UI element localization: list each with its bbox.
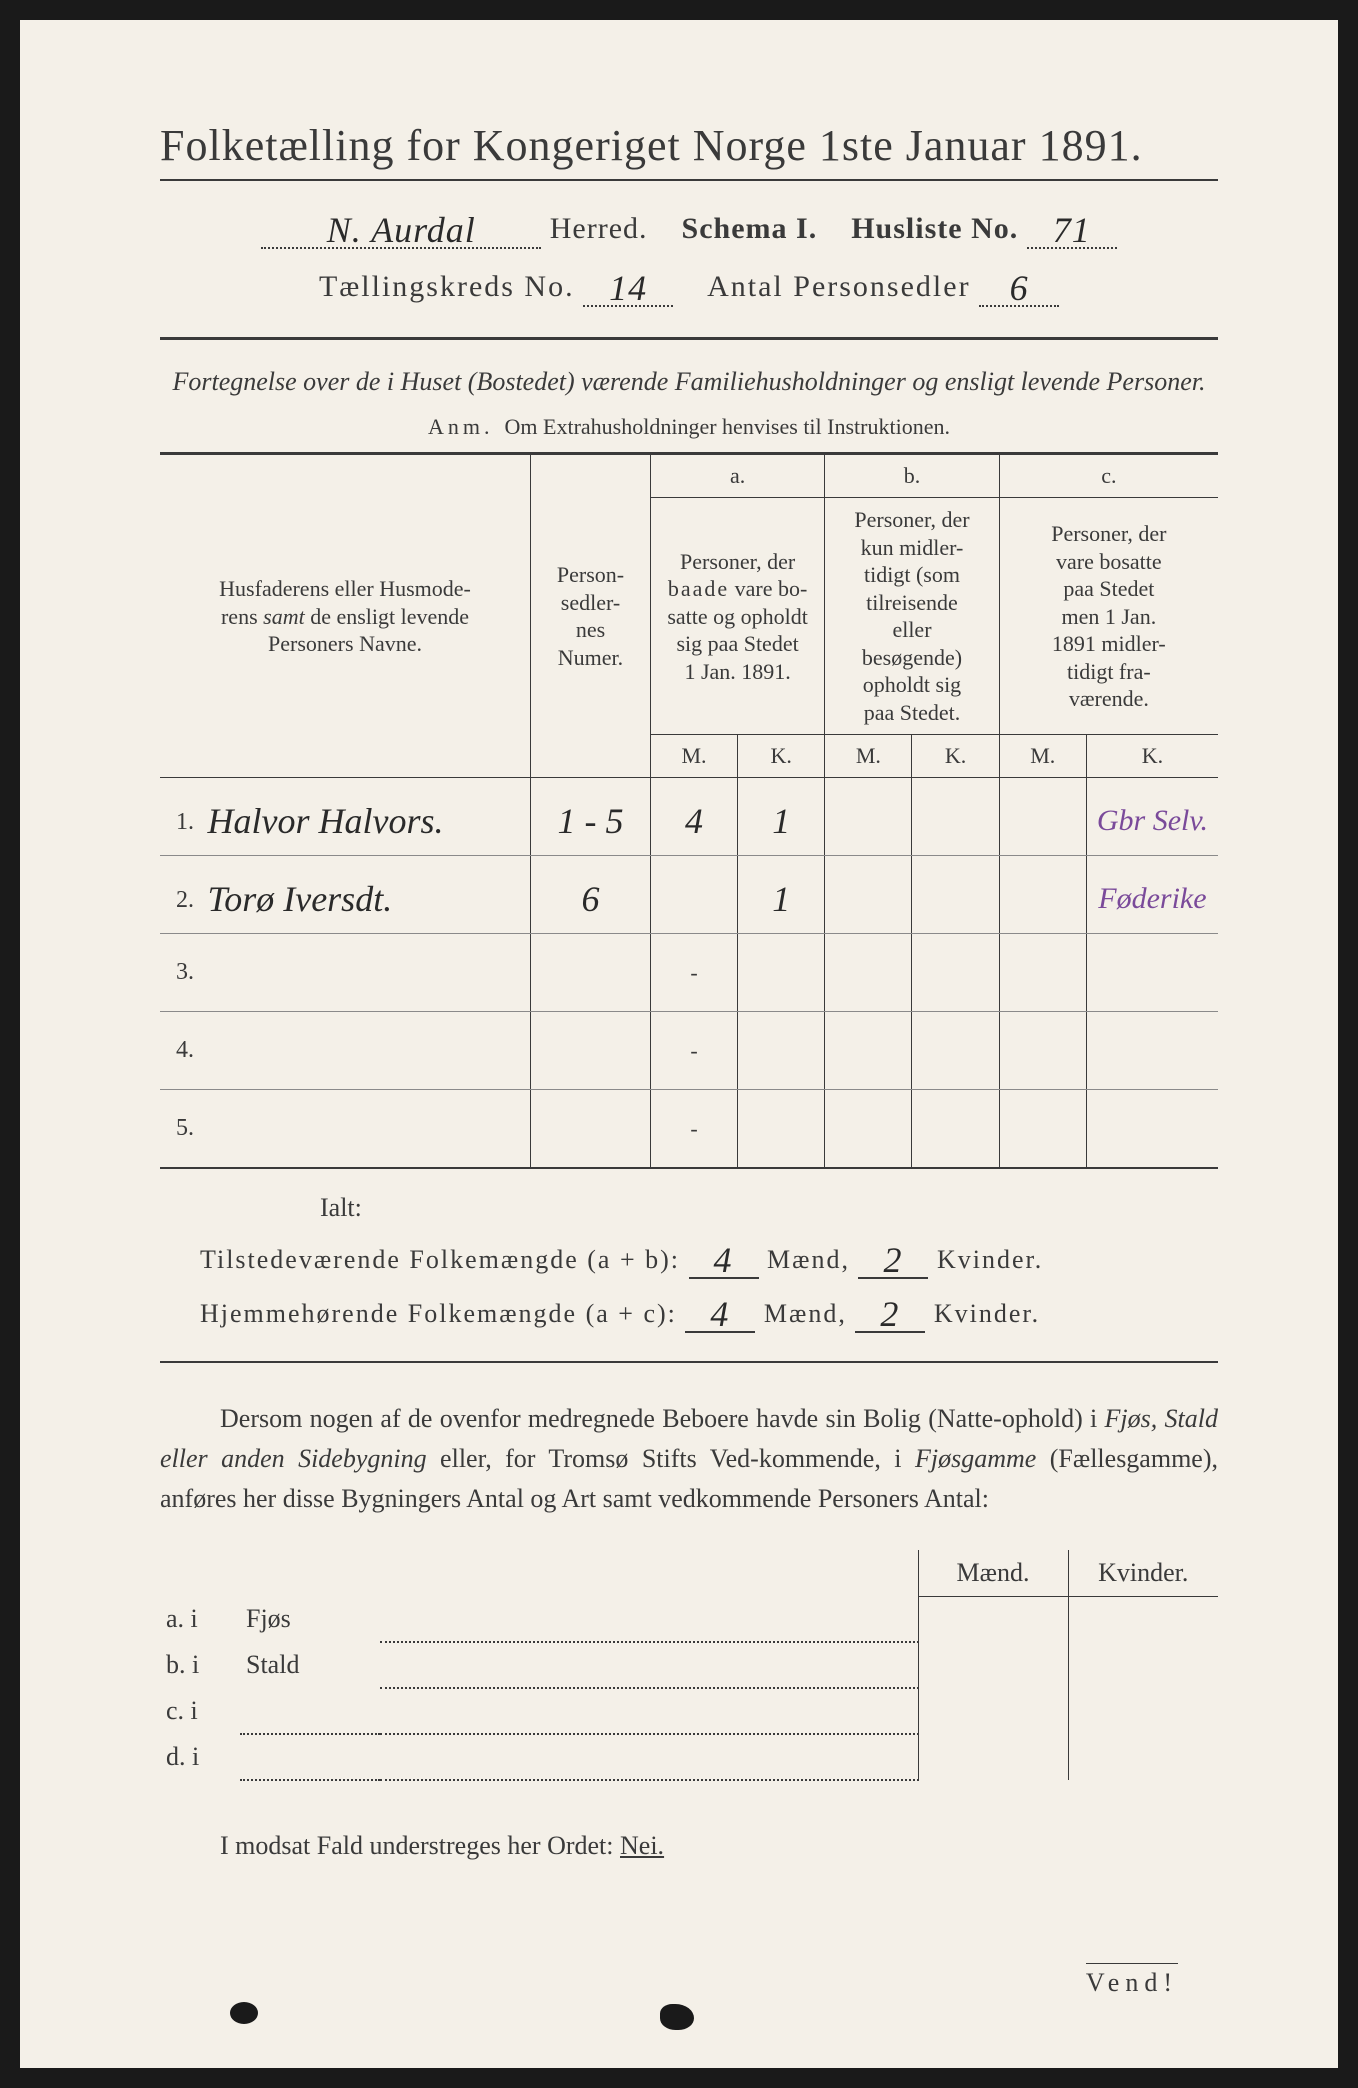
resident-m: 4	[710, 1294, 730, 1334]
row-note: Gbr Selv.	[1097, 804, 1208, 837]
table-row: 5. -	[160, 1090, 1218, 1168]
husliste-no: 71	[1053, 210, 1091, 250]
present-m: 4	[714, 1240, 734, 1280]
col-c-k: K.	[1086, 735, 1218, 778]
title-rule	[160, 179, 1218, 181]
schema-label: Schema I.	[682, 212, 818, 245]
ialt-label: Ialt:	[320, 1193, 1218, 1223]
herred-value: N. Aurdal	[327, 210, 476, 250]
form-title: Folketælling for Kongeriget Norge 1ste J…	[160, 120, 1218, 171]
col-c-m: M.	[999, 735, 1086, 778]
outbuilding-paragraph: Dersom nogen af de ovenfor medregnede Be…	[160, 1399, 1218, 1520]
herred-label: Herred.	[550, 212, 648, 245]
totals-rule	[160, 1361, 1218, 1363]
lower-row: c. i	[160, 1688, 1218, 1734]
col-a-letter: a.	[650, 454, 824, 498]
header-line-kreds: Tællingskreds No. 14 Antal Personsedler …	[160, 263, 1218, 307]
header-rule	[160, 337, 1218, 340]
cell: 4	[685, 801, 703, 841]
col-a-k: K.	[738, 735, 825, 778]
row-num: 1 - 5	[557, 801, 623, 841]
col-c-desc: Personer, dervare bosattepaa Stedetmen 1…	[999, 498, 1218, 735]
row-name: Torø Iversdt.	[208, 879, 393, 919]
table-row: 2. Torø Iversdt. 6 1 Føderike	[160, 856, 1218, 934]
household-table: Husfaderens eller Husmode-rens samt de e…	[160, 452, 1218, 1169]
col-header-name: Husfaderens eller Husmode-rens samt de e…	[160, 454, 531, 778]
anm-label: Anm.	[428, 414, 494, 439]
husliste-label: Husliste No.	[851, 212, 1018, 245]
vend-label: Vend!	[1086, 1963, 1178, 1998]
anm-line: Anm. Om Extrahusholdninger henvises til …	[160, 414, 1218, 440]
lower-kvinder: Kvinder.	[1068, 1550, 1218, 1597]
row-note: Føderike	[1098, 882, 1206, 915]
nei-line: I modsat Fald understreges her Ordet: Ne…	[220, 1831, 1218, 1861]
present-k: 2	[883, 1240, 903, 1280]
row-num: 6	[581, 879, 599, 919]
col-b-k: K.	[912, 735, 999, 778]
ink-blot	[230, 2002, 258, 2024]
col-b-letter: b.	[825, 454, 999, 498]
col-header-num: Person-sedler-nesNumer.	[531, 454, 651, 778]
antal-label: Antal Personsedler	[707, 270, 970, 303]
totals-resident: Hjemmehørende Folkemængde (a + c): 4 Mæn…	[200, 1289, 1218, 1333]
table-row: 4. -	[160, 1012, 1218, 1090]
cell: 1	[772, 879, 790, 919]
col-b-m: M.	[825, 735, 912, 778]
col-c-letter: c.	[999, 454, 1218, 498]
cell: 1	[772, 801, 790, 841]
col-b-desc: Personer, derkun midler-tidigt (somtilre…	[825, 498, 999, 735]
intro-text: Fortegnelse over de i Huset (Bostedet) v…	[160, 364, 1218, 400]
row-name: Halvor Halvors.	[208, 801, 444, 841]
nei-word: Nei.	[620, 1831, 664, 1860]
table-row: 3. -	[160, 934, 1218, 1012]
outbuilding-table: Mænd. Kvinder. a. i Fjøs b. i Stald c. i…	[160, 1550, 1218, 1782]
table-row: 1. Halvor Halvors. 1 - 5 4 1 Gbr Selv.	[160, 778, 1218, 856]
totals-present: Tilstedeværende Folkemængde (a + b): 4 M…	[200, 1235, 1218, 1279]
antal-no: 6	[1010, 268, 1029, 308]
col-a-desc: Personer, derbaade vare bo-satte og opho…	[650, 498, 824, 735]
table-body: 1. Halvor Halvors. 1 - 5 4 1 Gbr Selv. 2…	[160, 778, 1218, 1168]
col-a-m: M.	[650, 735, 737, 778]
anm-text: Om Extrahusholdninger henvises til Instr…	[505, 414, 950, 439]
resident-k: 2	[880, 1294, 900, 1334]
kreds-label: Tællingskreds No.	[319, 270, 575, 303]
lower-maend: Mænd.	[918, 1550, 1068, 1597]
kreds-no: 14	[609, 268, 647, 308]
census-form-page: Folketælling for Kongeriget Norge 1ste J…	[20, 20, 1338, 2068]
header-line-herred: N. Aurdal Herred. Schema I. Husliste No.…	[160, 205, 1218, 249]
ink-blot	[660, 2004, 694, 2030]
lower-row: b. i Stald	[160, 1642, 1218, 1688]
lower-row: a. i Fjøs	[160, 1596, 1218, 1642]
lower-row: d. i	[160, 1734, 1218, 1780]
